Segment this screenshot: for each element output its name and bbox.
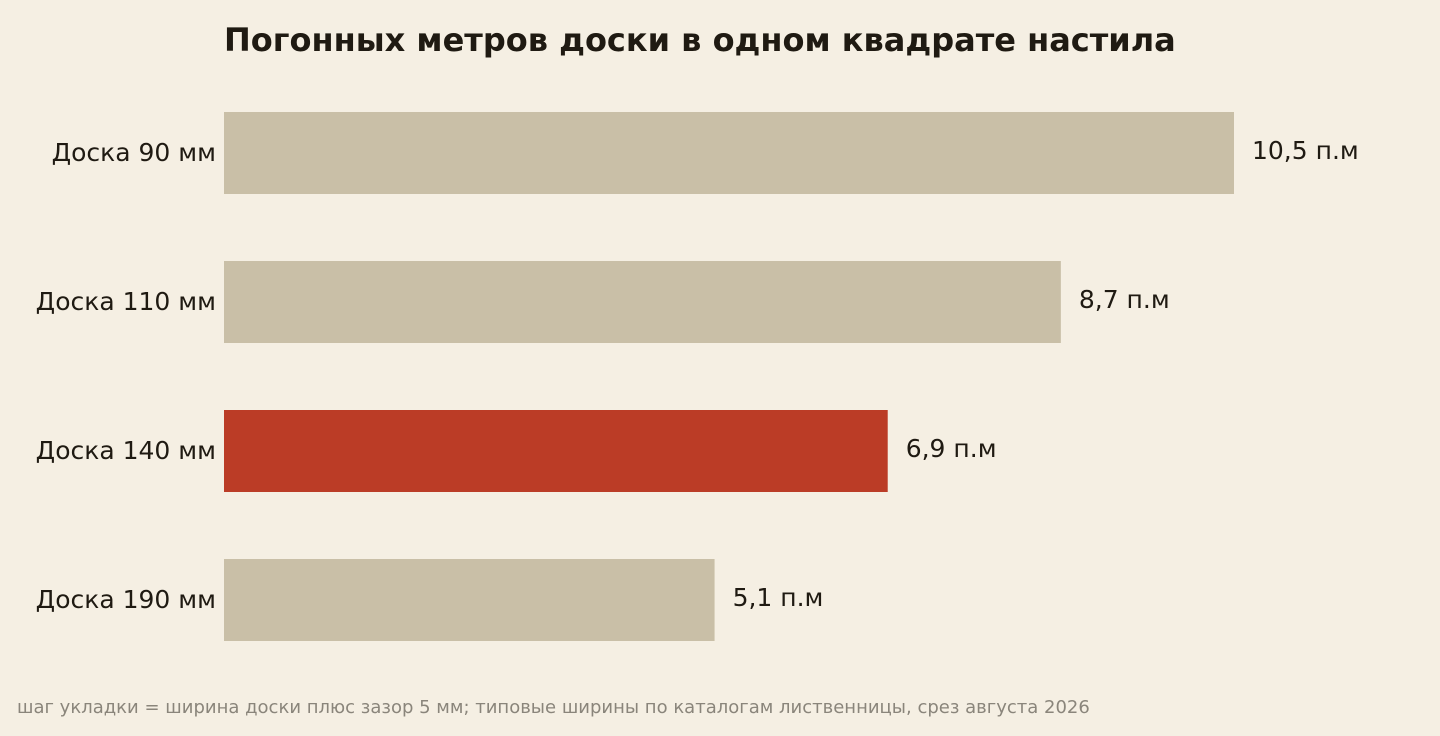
category-label-2: Доска 140 мм bbox=[36, 436, 216, 465]
value-label-2: 6,9 п.м bbox=[906, 434, 997, 463]
category-label-3: Доска 190 мм bbox=[36, 585, 216, 614]
value-label-1: 8,7 п.м bbox=[1079, 285, 1170, 314]
bar-3 bbox=[224, 559, 715, 641]
bar-2 bbox=[224, 410, 888, 492]
bar-chart: Доска 90 мм 10,5 п.м Доска 110 мм 8,7 п.м До… bbox=[36, 112, 1359, 641]
value-label-0: 10,5 п.м bbox=[1252, 136, 1359, 165]
category-label-0: Доска 90 мм bbox=[52, 138, 216, 167]
value-label-3: 5,1 п.м bbox=[733, 583, 824, 612]
bar-0 bbox=[224, 112, 1234, 194]
category-label-1: Доска 110 мм bbox=[36, 287, 216, 316]
bar-1 bbox=[224, 261, 1061, 343]
chart-footnote: шаг укладки = ширина доски плюс зазор 5 … bbox=[17, 697, 1090, 718]
chart-title: Погонных метров доски в одном квадрате н… bbox=[224, 21, 1176, 59]
